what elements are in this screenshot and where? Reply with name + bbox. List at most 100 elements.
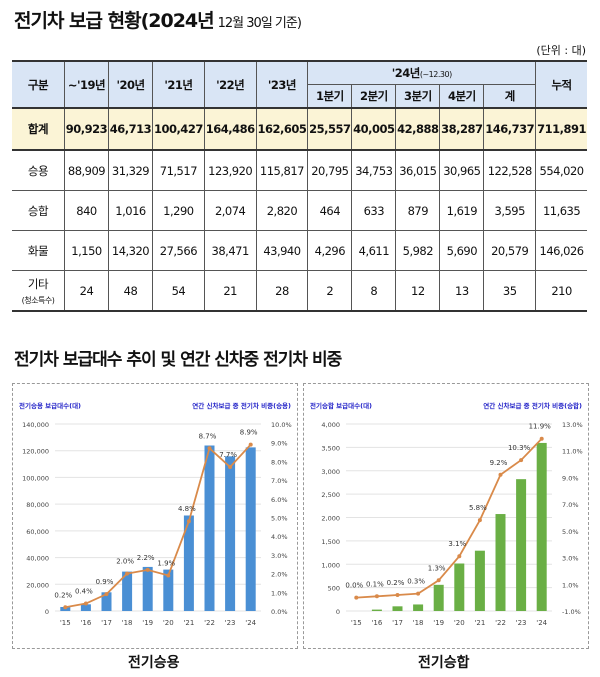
table-cell: 90,923	[64, 107, 109, 151]
bar	[80, 604, 91, 611]
right-tick-label: 1.0%	[271, 589, 288, 597]
table-cell: 88,909	[64, 149, 109, 191]
data-label: 3.1%	[448, 540, 466, 548]
col-header: 누적	[535, 60, 587, 109]
data-label: 0.3%	[407, 578, 425, 586]
share-line	[356, 438, 543, 599]
bar	[433, 584, 444, 611]
ev-status-table: 구분 ~'19년 '20년 '21년 '22년 '23년 '24년(~12.30…	[12, 60, 587, 312]
bar	[245, 447, 256, 611]
row-label: 승합	[12, 190, 65, 231]
right-tick-label: 11.0%	[562, 448, 583, 456]
data-label: 0.1%	[366, 580, 384, 588]
left-tick-label: 60,000	[26, 528, 49, 536]
x-tick-label: '20	[163, 619, 174, 627]
bar	[371, 609, 382, 611]
right-tick-label: 7.0%	[562, 501, 579, 509]
left-tick-label: 80,000	[26, 501, 49, 509]
left-tick-label: 3,500	[321, 444, 340, 452]
bar	[413, 604, 424, 611]
title-date: 12월 30일 기준)	[217, 16, 302, 31]
table-cell: 5,690	[439, 230, 485, 271]
table-cell: 123,920	[203, 149, 257, 191]
data-label: 9.2%	[490, 459, 508, 467]
x-tick-label: '22	[495, 619, 506, 627]
table-cell: 879	[395, 190, 441, 231]
data-label: 0.2%	[54, 591, 72, 599]
table-cell: 14,320	[108, 230, 153, 271]
x-tick-label: '17	[392, 619, 403, 627]
data-label: 7.7%	[219, 451, 237, 459]
share-point	[186, 519, 191, 524]
data-label: 8.9%	[240, 429, 258, 437]
table-cell: 840	[64, 190, 109, 231]
section-title: 전기차 보급대수 추이 및 연간 신차중 전기차 비중	[14, 350, 342, 370]
left-tick-label: 100,000	[22, 474, 49, 482]
right-axis-title: 연간 신차보급 중 전기차 비중(승합)	[483, 401, 582, 410]
x-tick-label: '22	[204, 619, 215, 627]
x-tick-label: '17	[101, 619, 112, 627]
bar	[225, 456, 236, 611]
share-point	[145, 567, 150, 572]
share-point	[228, 465, 233, 470]
table-cell: 34,753	[351, 149, 397, 191]
chart-bus: 전기승합 보급대수(대) 연간 신차보급 중 전기차 비중(승합) 0 500 1,00…	[303, 383, 589, 649]
table-cell: 711,891	[535, 107, 587, 151]
table-cell: 30,965	[439, 149, 485, 191]
share-point	[395, 592, 400, 597]
table-cell: 2,820	[255, 190, 309, 231]
chart-bus-svg: 전기승합 보급대수(대) 연간 신차보급 중 전기차 비중(승합) 0 500 1,00…	[310, 401, 583, 627]
sub-header: 3분기	[395, 84, 441, 109]
data-label: 8.7%	[199, 432, 217, 440]
table-cell: 464	[307, 190, 353, 231]
sub-header: 4분기	[439, 84, 485, 109]
table-cell: 38,287	[439, 107, 485, 151]
x-tick-label: '24	[536, 619, 547, 627]
share-point	[436, 578, 441, 583]
col-header: '21년	[152, 60, 205, 109]
right-tick-label: 0.0%	[271, 608, 288, 616]
bar	[101, 592, 112, 611]
right-tick-label: 5.0%	[562, 528, 579, 536]
table-cell: 54	[152, 270, 205, 312]
right-tick-label: 3.0%	[562, 555, 579, 563]
x-tick-label: '15	[351, 619, 362, 627]
x-tick-label: '20	[454, 619, 465, 627]
left-tick-label: 1,000	[321, 561, 340, 569]
table-cell: 1,150	[64, 230, 109, 271]
left-tick-label: 1,500	[321, 538, 340, 546]
table-cell: 2,074	[203, 190, 257, 231]
right-tick-label: 8.0%	[271, 458, 288, 466]
table-row: 화물 1,150 14,320 27,566 38,471 43,940 4,296 4,61…	[12, 230, 587, 271]
chart-caption: 전기승합	[418, 655, 470, 671]
share-point	[354, 595, 359, 600]
share-point	[519, 458, 524, 463]
left-tick-label: 40,000	[26, 555, 49, 563]
right-tick-label: -1.0%	[562, 608, 581, 616]
x-tick-label: '18	[413, 619, 424, 627]
col-header: '23년	[255, 60, 309, 109]
share-point	[166, 573, 171, 578]
share-point	[457, 554, 462, 559]
row-label: 화물	[12, 230, 65, 271]
table-cell: 28	[255, 270, 309, 312]
data-label: 4.8%	[178, 505, 196, 513]
x-tick-label: '23	[516, 619, 527, 627]
data-label: 0.0%	[345, 582, 363, 590]
table-cell: 5,982	[395, 230, 441, 271]
data-label: 5.8%	[469, 504, 487, 512]
x-tick-label: '16	[371, 619, 382, 627]
data-label: 2.2%	[137, 554, 155, 562]
page-title: 전기차 보급 현황(2024년 12월 30일 기준)	[14, 10, 302, 32]
x-tick-label: '24	[245, 619, 256, 627]
chart-passenger: 전기승용 보급대수(대) 연간 신차보급 중 전기차 비중(승용) 0 20,000 4…	[12, 383, 298, 649]
left-tick-label: 2,000	[321, 515, 340, 523]
table-cell: 35	[483, 270, 537, 312]
table-cell: 31,329	[108, 149, 153, 191]
left-tick-label: 2,500	[321, 491, 340, 499]
x-tick-label: '19	[433, 619, 444, 627]
group-header: '24년(~12.30)	[307, 60, 537, 85]
table-cell: 20,795	[307, 149, 353, 191]
right-tick-label: 3.0%	[271, 552, 288, 560]
table-cell: 8	[351, 270, 397, 312]
